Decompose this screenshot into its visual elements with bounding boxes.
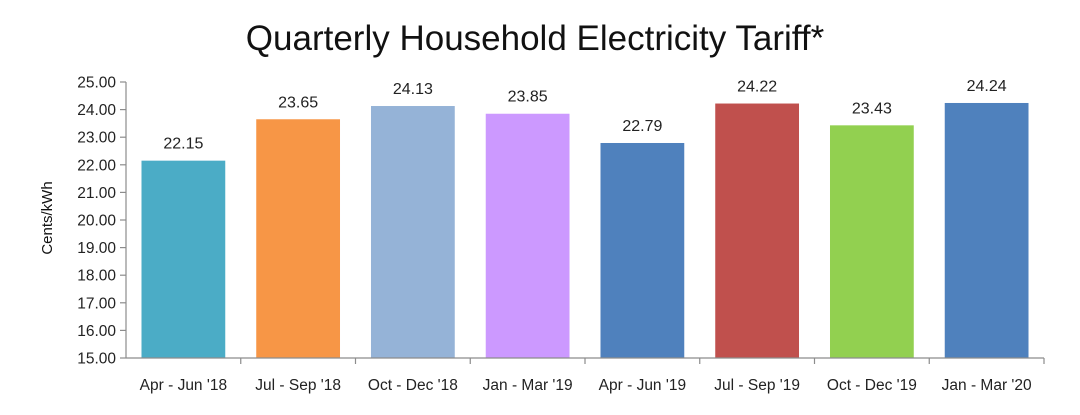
data-label: 22.15 <box>163 136 203 153</box>
y-tick-label: 24.00 <box>77 102 116 119</box>
x-tick-label: Apr - Jun '19 <box>599 377 686 394</box>
data-label: 23.65 <box>278 94 318 111</box>
bar <box>141 160 226 358</box>
data-label: 24.13 <box>393 81 433 98</box>
x-tick-label: Jan - Mar '20 <box>942 377 1032 394</box>
y-tick-label: 16.00 <box>77 323 116 340</box>
y-ticks-group: 15.00 16.00 17.00 18.00 19.00 20.00 21.00 22.00… <box>77 75 126 368</box>
x-tick-label: Jan - Mar '19 <box>483 377 573 394</box>
y-tick-label: 20.00 <box>77 213 116 230</box>
y-tick-label: 22.00 <box>77 157 116 174</box>
data-labels-group: 22.15 23.65 24.13 23.85 22.79 24.22 23.43 24.24 <box>163 78 1006 153</box>
data-label: 23.43 <box>852 100 892 117</box>
y-tick-label: 17.00 <box>77 295 116 312</box>
x-tick-label: Jul - Sep '18 <box>255 377 341 394</box>
data-label: 22.79 <box>622 118 662 135</box>
y-tick-label: 18.00 <box>77 268 116 285</box>
x-tick-label: Oct - Dec '18 <box>368 377 458 394</box>
y-tick-label: 25.00 <box>77 75 116 92</box>
y-tick-label: 19.00 <box>77 240 116 257</box>
data-label: 24.22 <box>737 79 777 96</box>
bar <box>370 106 455 359</box>
bar <box>944 102 1029 358</box>
y-axis-label: Cents/kWh <box>39 181 56 254</box>
bars-group <box>141 102 1029 359</box>
bar <box>715 103 800 358</box>
chart-title: Quarterly Household Electricity Tariff* <box>246 19 825 58</box>
bar <box>256 119 341 358</box>
data-label: 24.24 <box>967 78 1007 95</box>
data-label: 23.85 <box>508 89 548 106</box>
bar <box>600 142 685 358</box>
bar <box>485 113 570 359</box>
x-tick-label: Jul - Sep '19 <box>714 377 800 394</box>
bar <box>829 125 914 358</box>
x-ticks-group: Apr - Jun '18 Jul - Sep '18 Oct - Dec '18 J… <box>140 358 1045 394</box>
x-tick-label: Oct - Dec '19 <box>827 377 917 394</box>
y-tick-label: 21.00 <box>77 185 116 202</box>
y-tick-label: 23.00 <box>77 130 116 147</box>
y-tick-label: 15.00 <box>77 351 116 368</box>
x-tick-label: Apr - Jun '18 <box>140 377 227 394</box>
